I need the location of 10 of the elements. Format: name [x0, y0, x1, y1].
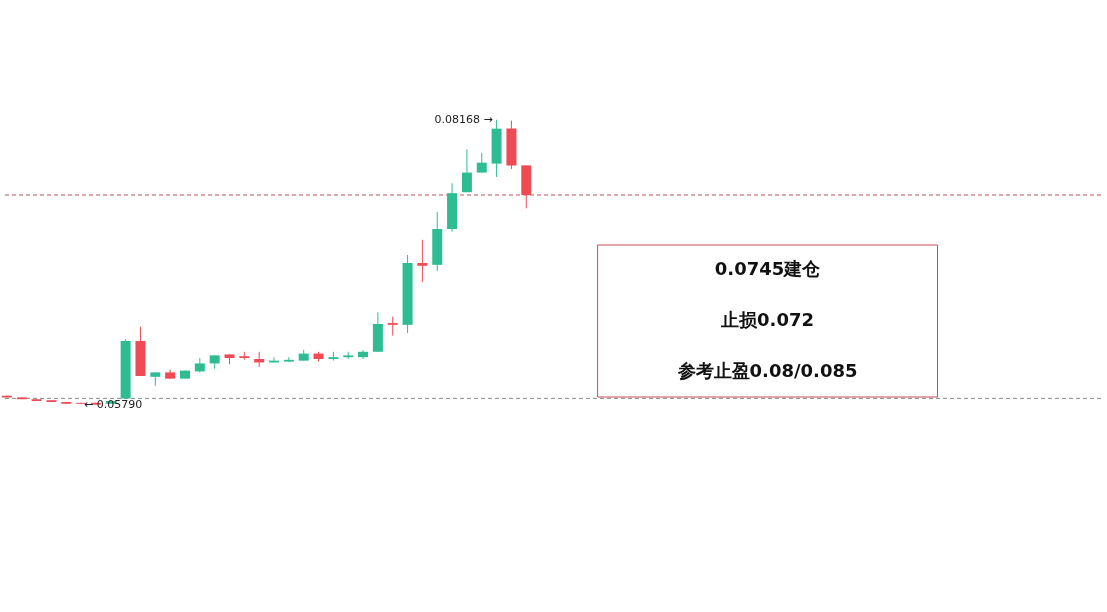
- annotation: 0.08168 →: [434, 112, 493, 126]
- text: 参考止盈0.08/0.085: [676, 359, 858, 381]
- text: 0.0745建仓: [714, 258, 822, 280]
- candlestick: [417, 239, 428, 283]
- candlestick: [476, 152, 487, 174]
- candlestick: [283, 356, 294, 363]
- annotation: ← 0.05790: [83, 397, 143, 411]
- candlestick: [387, 316, 398, 337]
- candlestick: [461, 148, 472, 193]
- text: 止损0.072: [720, 309, 815, 330]
